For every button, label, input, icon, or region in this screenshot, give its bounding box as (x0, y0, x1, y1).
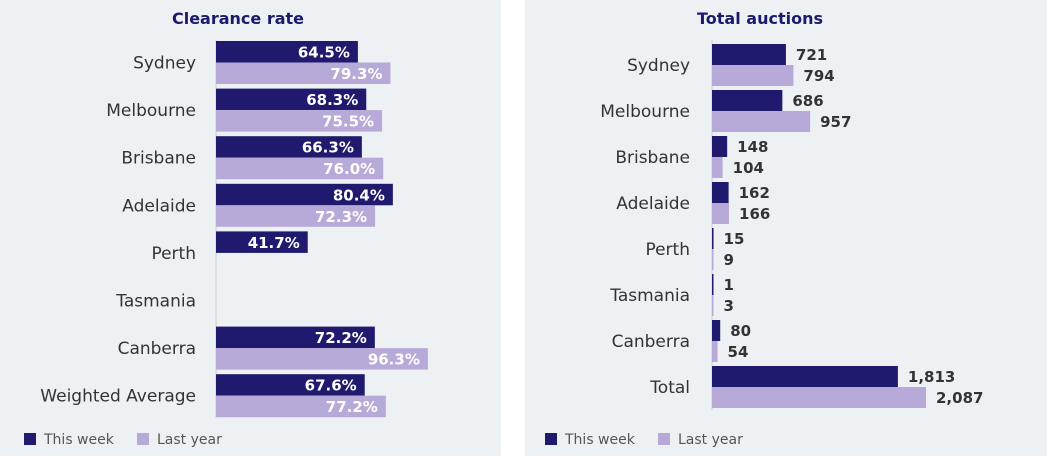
data-label-this-week: 15 (724, 230, 745, 248)
data-label-this-week: 67.6% (305, 377, 357, 395)
category-label: Tasmania (609, 286, 690, 306)
data-label-last-year: 96.3% (368, 351, 420, 369)
bar-this-week (712, 274, 714, 295)
total-auctions-panel: Total auctions Sydney 721 794 Melbourne 686 95… (525, 0, 1047, 456)
bar-last-year (216, 110, 383, 132)
data-label-this-week: 80 (730, 322, 751, 340)
bar-last-year (712, 387, 926, 408)
category-label: Total (649, 378, 690, 398)
bar-this-week (712, 320, 721, 341)
data-label-last-year: 72.3% (315, 208, 367, 226)
category-label: Perth (151, 244, 196, 264)
data-label-last-year: 166 (739, 205, 770, 223)
category-label: Brisbane (121, 149, 196, 169)
category-label: Brisbane (615, 148, 690, 168)
bar-last-year (712, 65, 794, 86)
bar-last-year (216, 348, 428, 370)
category-label: Weighted Average (40, 387, 196, 407)
category-label: Tasmania (115, 292, 196, 312)
chart-title: Total auctions (697, 9, 823, 28)
data-label-this-week: 66.3% (302, 139, 354, 157)
bar-this-week (216, 183, 393, 206)
data-label-this-week: 1 (724, 276, 734, 294)
bar-this-week (216, 41, 358, 63)
legend-swatch-this-week (24, 433, 36, 445)
category-label: Melbourne (600, 102, 690, 122)
data-label-this-week: 72.2% (315, 329, 367, 347)
bar-this-week (712, 136, 728, 157)
category-label: Sydney (627, 56, 690, 76)
data-label-last-year: 3 (724, 297, 734, 315)
data-label-this-week: 68.3% (306, 91, 358, 109)
bar-last-year (712, 111, 811, 132)
bar-last-year (712, 249, 714, 270)
data-label-this-week: 80.4% (333, 186, 385, 204)
legend-swatch-last-year (658, 433, 670, 445)
clearance-rate-chart: Clearance rate Sydney 64.5% 79.3% Melbourne 6… (24, 9, 428, 448)
data-label-this-week: 1,813 (908, 368, 955, 386)
legend-swatch-last-year (137, 433, 149, 445)
data-label-this-week: 721 (796, 46, 827, 64)
bar-this-week (216, 231, 308, 253)
bar-this-week (712, 228, 714, 249)
category-label: Perth (645, 240, 690, 260)
data-label-last-year: 54 (728, 343, 749, 361)
legend-label-this-week: This week (43, 432, 115, 448)
category-label: Adelaide (616, 194, 690, 214)
data-label-this-week: 162 (739, 184, 770, 202)
category-label: Melbourne (106, 101, 196, 121)
data-label-this-week: 148 (737, 138, 768, 156)
legend-label-this-week: This week (564, 432, 636, 448)
data-label-last-year: 79.3% (330, 65, 382, 83)
data-label-this-week: 686 (792, 92, 823, 110)
bar-this-week (712, 366, 898, 387)
bar-last-year (712, 341, 718, 362)
data-label-last-year: 9 (724, 251, 734, 269)
category-label: Adelaide (122, 196, 196, 216)
data-label-last-year: 77.2% (326, 398, 378, 416)
chart-title: Clearance rate (172, 9, 304, 28)
category-label: Canberra (118, 339, 196, 359)
legend-swatch-this-week (545, 433, 557, 445)
legend-label-last-year: Last year (678, 432, 743, 448)
bar-this-week (216, 374, 365, 396)
data-label-last-year: 75.5% (322, 113, 374, 131)
data-label-last-year: 104 (733, 159, 764, 177)
bar-this-week (216, 88, 367, 111)
data-label-last-year: 2,087 (936, 389, 983, 407)
bar-this-week (712, 90, 783, 111)
bar-this-week (712, 44, 786, 65)
total-auctions-chart: Total auctionsSydney721794Melbourne68695… (545, 9, 983, 448)
bar-last-year (712, 157, 723, 178)
bar-last-year (712, 203, 730, 224)
data-label-last-year: 794 (803, 67, 834, 85)
data-label-last-year: 957 (820, 113, 851, 131)
data-label-last-year: 76.0% (323, 160, 375, 178)
data-label-this-week: 41.7% (248, 234, 300, 252)
bar-last-year (216, 395, 386, 418)
category-label: Sydney (133, 54, 196, 74)
bar-this-week (216, 136, 362, 158)
data-label-this-week: 64.5% (298, 44, 350, 62)
bar-last-year (216, 205, 376, 227)
bar-last-year (216, 157, 384, 180)
clearance-rate-panel: Clearance rate Sydney 64.5% 79.3% Melbourne 6… (0, 0, 501, 456)
category-label: Canberra (612, 332, 690, 352)
bar-last-year (216, 62, 391, 84)
bar-this-week (712, 182, 729, 203)
bar-last-year (712, 295, 714, 316)
legend-label-last-year: Last year (157, 432, 222, 448)
bar-this-week (216, 326, 375, 349)
